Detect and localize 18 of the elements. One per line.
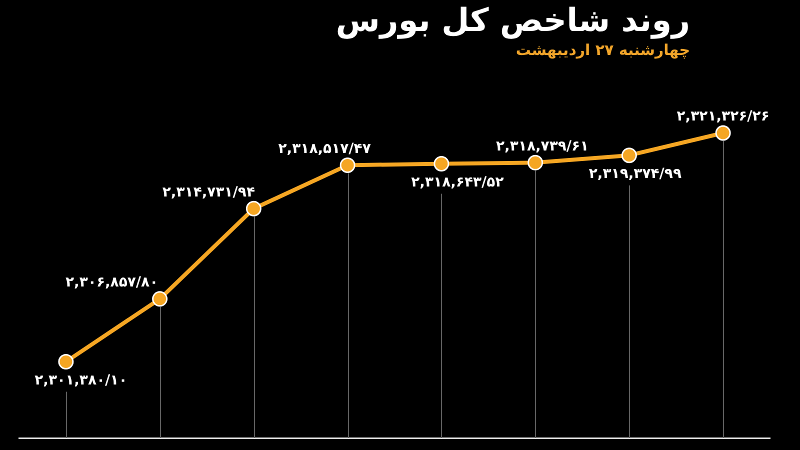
point — [246, 200, 262, 216]
point — [528, 154, 544, 170]
point — [434, 156, 450, 172]
data-label: ۲,۳۱۸,۷۳۹/۶۱ — [496, 138, 589, 154]
point — [715, 125, 731, 141]
point — [340, 157, 356, 173]
point — [152, 291, 168, 307]
data-label: ۲,۳۱۸,۶۴۳/۵۲ — [411, 174, 504, 190]
data-label: ۲,۳۱۸,۵۱۷/۴۷ — [278, 140, 372, 157]
data-label: ۲,۳۰۶,۸۵۷/۸۰ — [65, 274, 158, 291]
data-label: ۲,۳۲۱,۳۲۶/۲۶ — [676, 108, 770, 125]
point — [621, 148, 637, 164]
point — [58, 354, 74, 370]
data-label: ۲,۳۰۱,۳۸۰/۱۰ — [34, 372, 128, 388]
chart-subtitle: چهارشنبه ۲۷ اردیبهشت — [516, 40, 690, 60]
chart-title: روند شاخص کل بورس — [336, 0, 690, 40]
data-label: ۲,۳۱۴,۷۳۱/۹۴ — [162, 184, 256, 200]
data-label: ۲,۳۱۹,۳۷۴/۹۹ — [588, 166, 682, 182]
